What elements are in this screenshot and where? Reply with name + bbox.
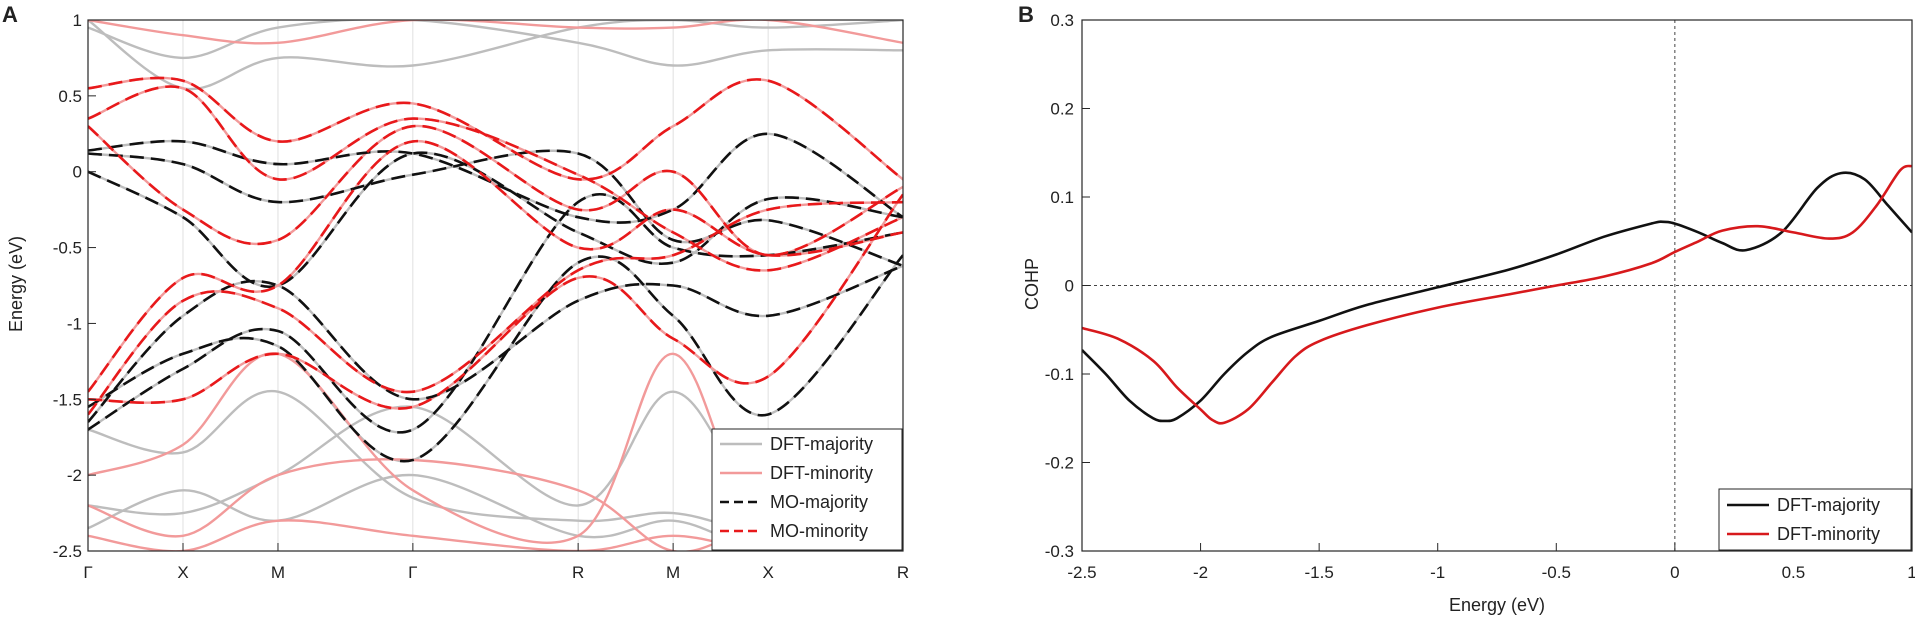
y-tick-label-a: -2 (67, 466, 82, 485)
x-tick-label-b: -2.5 (1067, 563, 1096, 582)
legend-label: MO-minority (770, 521, 868, 541)
cohp-panel: B 0.3 0.2 0.1 0 -0.1 -0.2 -0.3 -2.5 -2 -1.5 -1 -0.… (1018, 2, 1915, 615)
y-tick-label-a: 0 (73, 163, 82, 182)
y-tick-label-a: -1.5 (53, 390, 82, 409)
x-tick-label-b: -1.5 (1304, 563, 1333, 582)
y-tick-label-b: -0.2 (1045, 454, 1074, 473)
x-tick-label-b: -0.5 (1542, 563, 1571, 582)
y-axis-title-b: COHP (1022, 258, 1042, 310)
cohp-line-dft-majority (1082, 171, 1912, 423)
x-tick-label-b: 0 (1670, 563, 1679, 582)
panel-label-b: B (1018, 2, 1034, 27)
band-line (88, 20, 903, 67)
x-axis-ticks-b: -2.5 -2 -1.5 -1 -0.5 0 0.5 1 (1067, 543, 1915, 582)
kpath-tick-label: X (177, 563, 188, 582)
series-mo-minority (88, 76, 903, 416)
axes-box-a (87, 19, 904, 552)
band-line (88, 20, 903, 91)
y-axis-ticks-a: 1 0.5 0 -0.5 -1 -1.5 -2 -2.5 (53, 11, 96, 561)
y-tick-label-b: -0.1 (1045, 365, 1074, 384)
band-line (88, 76, 903, 181)
y-axis-ticks-b: 0.3 0.2 0.1 0 -0.1 -0.2 -0.3 (1045, 11, 1090, 561)
y-tick-label-a: 0.5 (58, 87, 82, 106)
legend-box-a (711, 428, 903, 551)
band-line (88, 200, 903, 416)
legend-b: DFT-majority DFT-minority (1718, 488, 1912, 551)
x-tick-label-b: 1 (1907, 563, 1915, 582)
band-line (88, 254, 903, 463)
band-line (88, 20, 903, 45)
x-tick-label-b: 0.5 (1782, 563, 1806, 582)
band-line (88, 140, 903, 393)
y-tick-label-a: 1 (73, 11, 82, 30)
band-line (88, 193, 903, 410)
y-tick-label-a: -0.5 (53, 239, 82, 258)
band-line (88, 193, 903, 434)
legend-label: DFT-majority (1777, 495, 1880, 515)
legend-label: DFT-minority (770, 463, 873, 483)
band-lines (88, 20, 903, 551)
x-tick-label-b: -2 (1193, 563, 1208, 582)
kpath-tick-label: M (271, 563, 285, 582)
y-tick-label-b: 0.2 (1050, 100, 1074, 119)
y-tick-label-b: 0.3 (1050, 11, 1074, 30)
y-tick-label-a: -2.5 (53, 542, 82, 561)
y-tick-label-b: -0.3 (1045, 542, 1074, 561)
kpath-tick-label: R (897, 563, 909, 582)
y-tick-label-b: 0.1 (1050, 188, 1074, 207)
x-tick-label-b: -1 (1430, 563, 1445, 582)
kpath-tick-label: X (762, 563, 773, 582)
kpath-tick-label: Γ (408, 563, 417, 582)
legend-box-b (1718, 488, 1912, 551)
kpath-tick-label: Γ (83, 563, 92, 582)
kpath-tick-label: M (666, 563, 680, 582)
y-tick-label-b: 0 (1065, 277, 1074, 296)
band-line (88, 264, 903, 423)
y-axis-title-a: Energy (eV) (6, 236, 26, 332)
x-axis-title-b: Energy (eV) (1449, 595, 1545, 615)
legend-label: DFT-majority (770, 434, 873, 454)
cohp-line-dft-minority (1082, 164, 1912, 425)
reference-lines (1082, 20, 1912, 551)
legend-a: DFT-majority DFT-minority MO-majority MO-mi… (711, 428, 903, 551)
legend-label: DFT-minority (1777, 524, 1880, 544)
y-tick-label-a: -1 (67, 314, 82, 333)
panel-label-a: A (2, 2, 18, 27)
kpath-tick-label: R (572, 563, 584, 582)
legend-label: MO-majority (770, 492, 868, 512)
cohp-lines (1082, 164, 1912, 425)
band-structure-panel: A 1 0.5 0 -0.5 -1 -1.5 -2 -2.5 Γ X M Γ R M X R Energy … (2, 2, 909, 582)
